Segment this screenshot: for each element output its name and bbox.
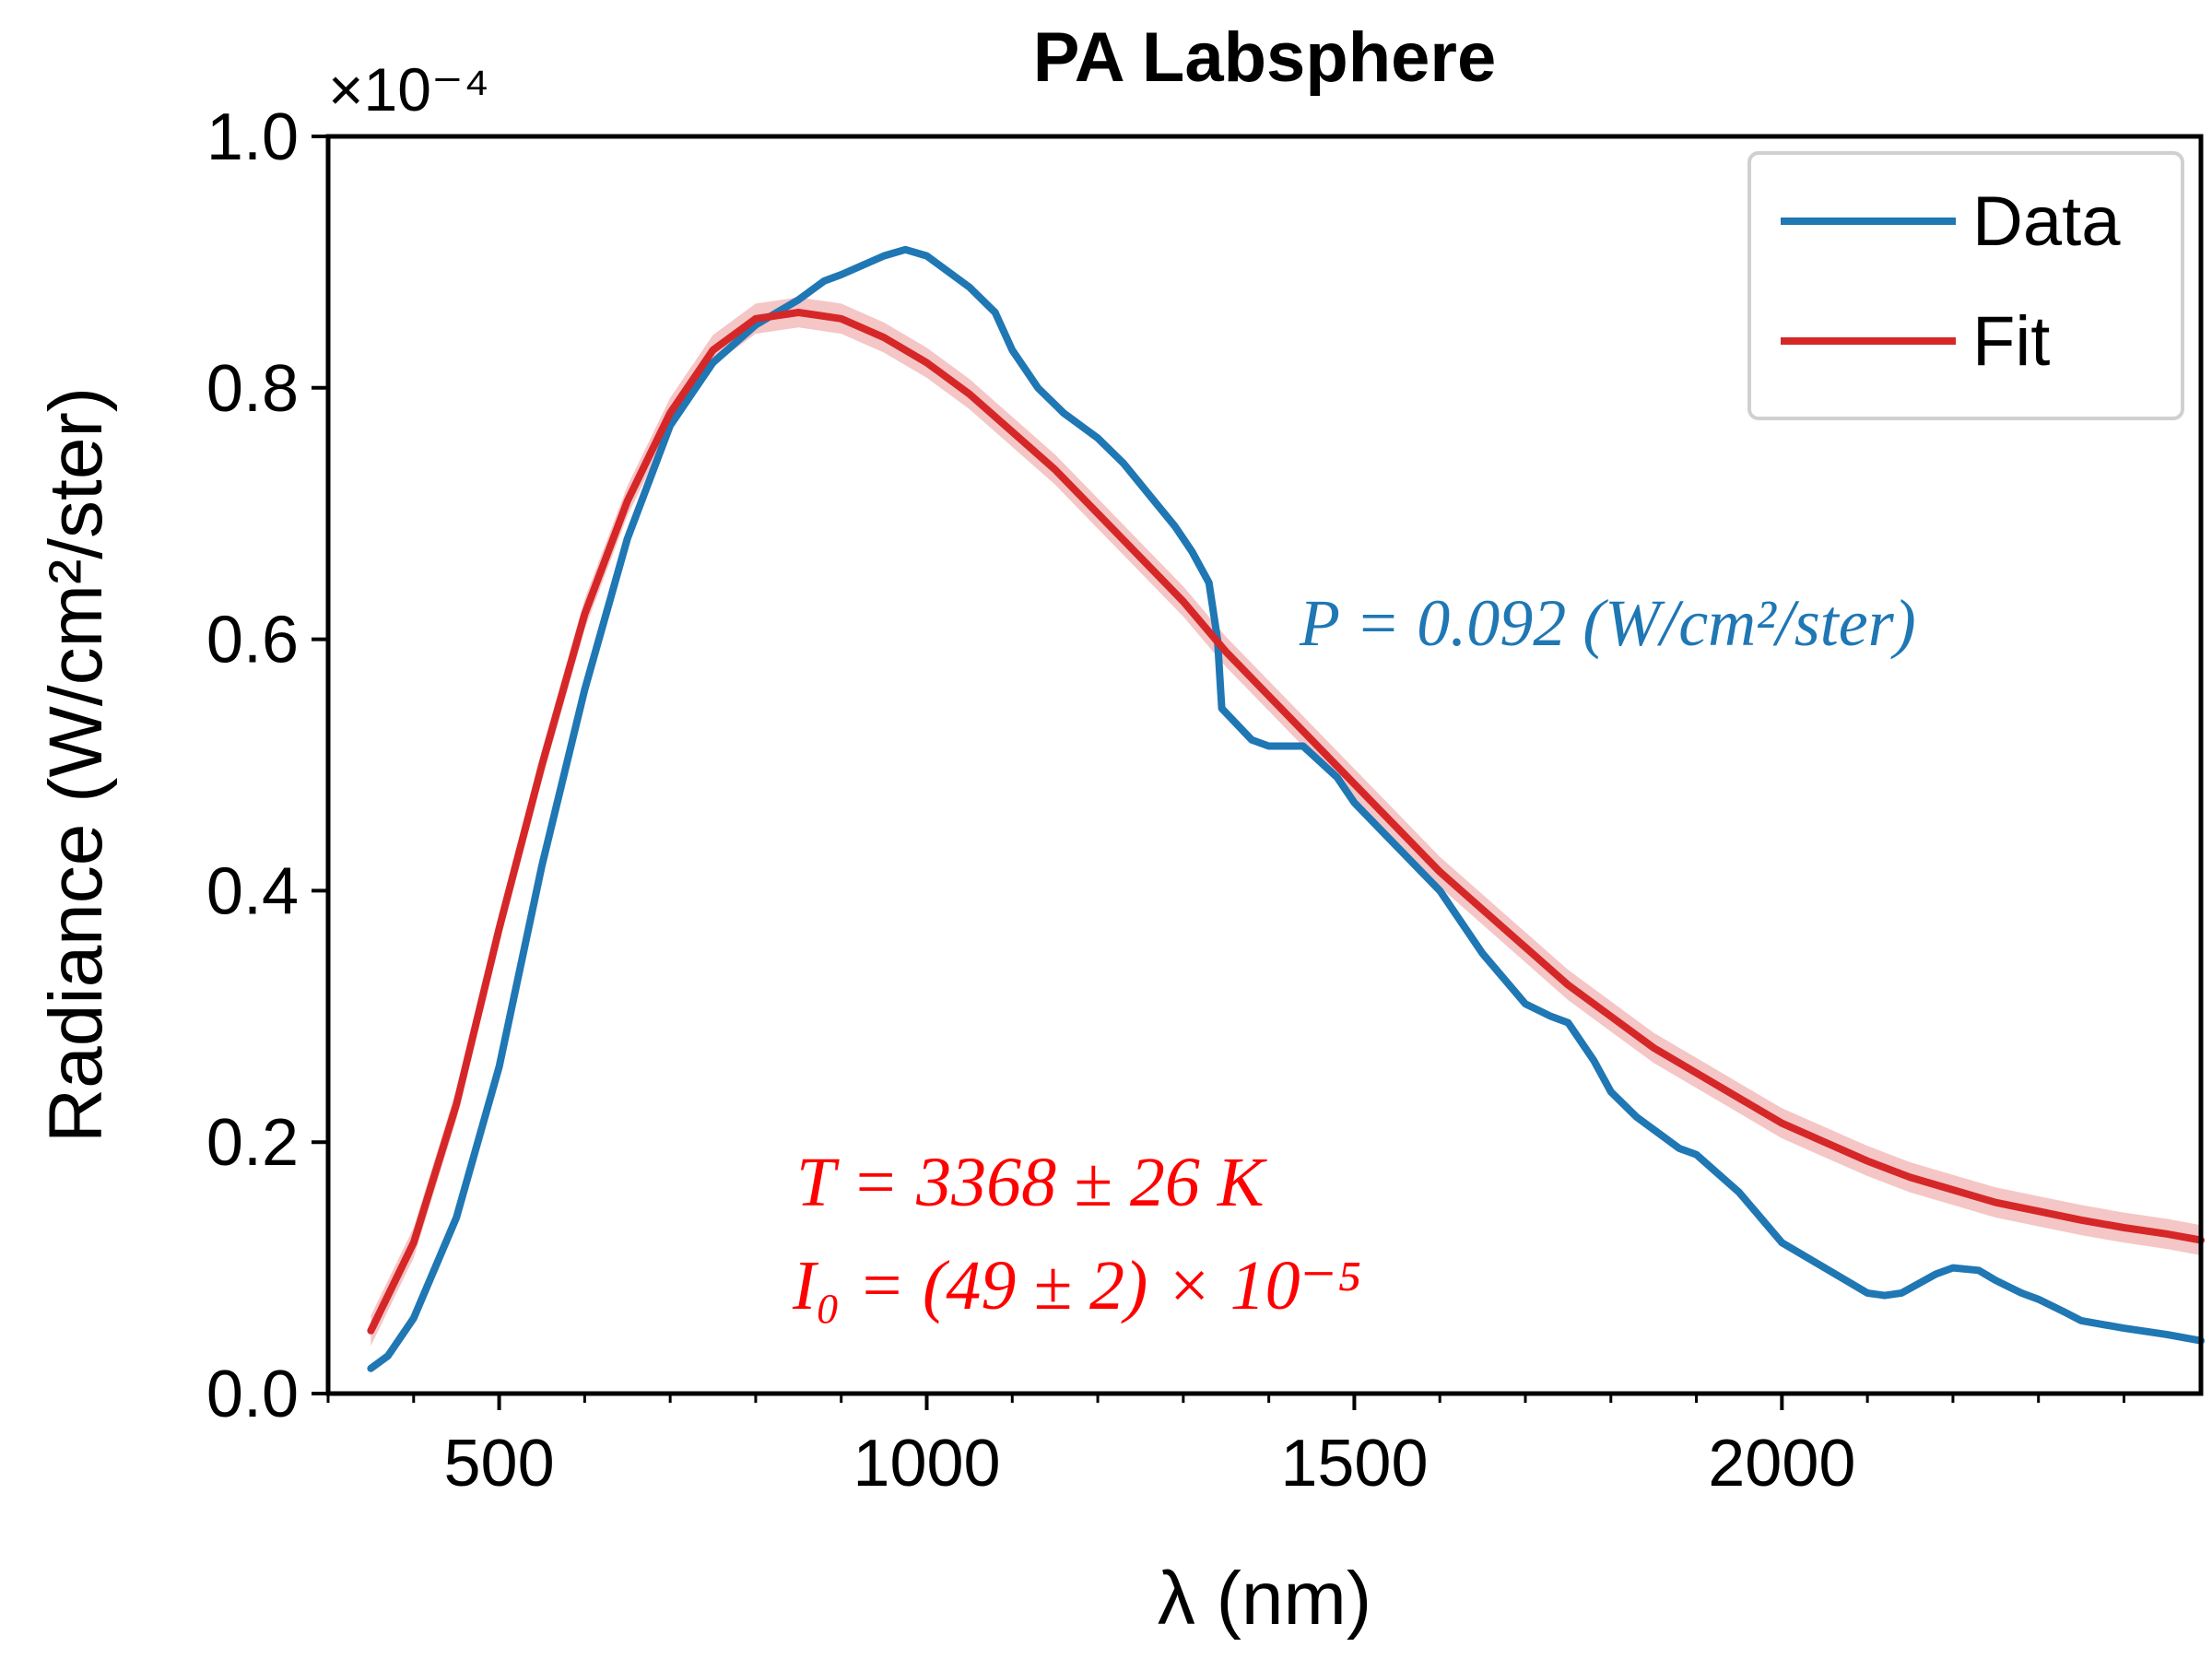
- y-tick-label: 0.2: [206, 1106, 299, 1180]
- annotation-intensity: I₀ = (49 ± 2) × 10⁻⁵: [792, 1247, 1361, 1324]
- series-layer: [367, 245, 2205, 1372]
- y-tick-label: 0.4: [206, 854, 299, 928]
- annotation-temperature: T = 3368 ± 26 K: [796, 1144, 1267, 1221]
- fit-uncertainty-band: [371, 297, 2201, 1347]
- y-tick-label: 0.0: [206, 1358, 299, 1431]
- annotation-power: P = 0.092 (W/cm²/ster): [1299, 586, 1916, 660]
- x-tick-label: 1500: [1280, 1427, 1428, 1500]
- y-tick-label: 0.6: [206, 604, 299, 677]
- x-tick-label: 1000: [853, 1427, 1000, 1500]
- y-axis-label: Radiance (W/cm²/ster): [34, 387, 118, 1143]
- series-line-data: [367, 245, 2205, 1372]
- y-tick-label: 0.8: [206, 352, 299, 426]
- plot-frame: [325, 134, 2204, 1396]
- x-axis-label: λ (nm): [1158, 1557, 1371, 1641]
- legend: Data Fit: [1747, 151, 2184, 420]
- legend-label-data: Data: [1972, 182, 2121, 261]
- tick-layer: 500 1000 1500 2000 0.0 0.2 0.4 0.6 0.8 1.0: [206, 100, 2125, 1500]
- legend-label-fit: Fit: [1972, 302, 2050, 381]
- chart-title: PA Labsphere: [1033, 18, 1497, 97]
- y-tick-label: 1.0: [206, 100, 299, 174]
- series-line-fit: [367, 309, 2205, 1335]
- y-scale-label: ×10⁻⁴: [328, 55, 489, 124]
- fit-band-layer: [371, 297, 2201, 1347]
- x-tick-label: 2000: [1708, 1427, 1855, 1500]
- x-tick-label: 500: [444, 1427, 555, 1500]
